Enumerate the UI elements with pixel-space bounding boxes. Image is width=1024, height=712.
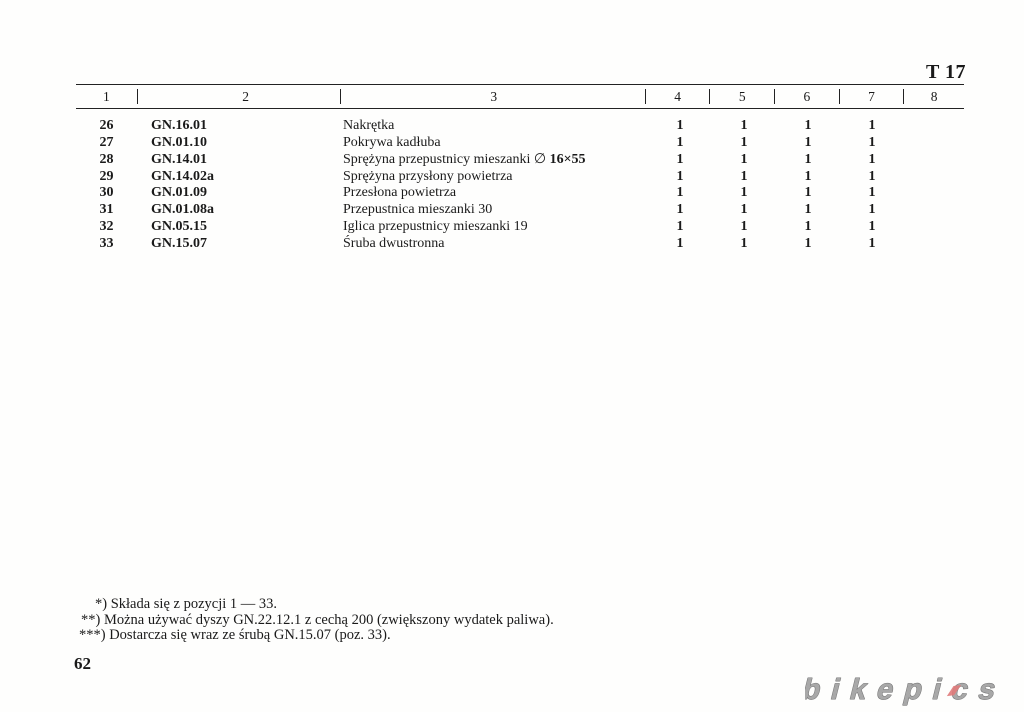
svg-text:bikepics: bikepics (805, 673, 1000, 705)
